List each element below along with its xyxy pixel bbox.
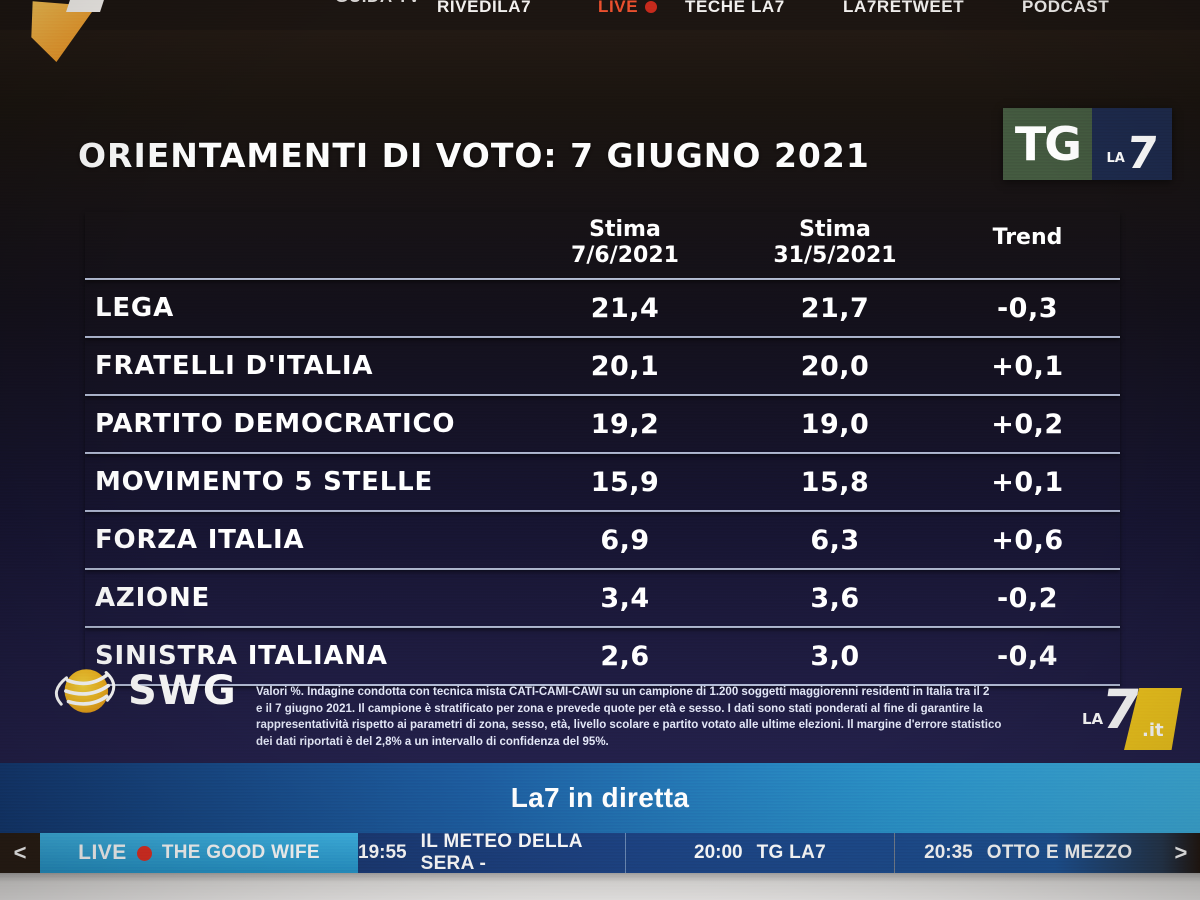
stima-previous-cell: 21,7 [800,292,870,324]
chevron-left-icon: < [13,840,27,865]
la7-watermark-la: LA [1082,710,1104,728]
poll-graphic: ORIENTAMENTI DI VOTO: 7 GIUGNO 2021 TG L… [0,30,1200,763]
header-stima-current: Stima 7/6/2021 [515,217,735,274]
chevron-right-icon: > [1174,840,1188,865]
tg-logo-green-box: TG [1003,108,1092,180]
party-name-cell: FRATELLI D'ITALIA [95,351,374,381]
table-row: FORZA ITALIA 6,9 6,3 +0,6 [85,512,1120,570]
tg-la7-logo: TG LA 7 [1003,108,1172,180]
nav-item-guida-tv[interactable]: GUIDA TV [335,0,420,7]
live-record-dot-icon [136,845,152,861]
program-title: OTTO E MEZZO [986,842,1133,863]
header-stima-current-line2: 7/6/2021 [571,243,679,268]
party-name-cell: SINISTRA ITALIANA [95,641,388,671]
nav-live-label: LIVE [598,0,639,16]
tg-logo-la7-box: LA 7 [1092,108,1172,180]
graphic-title: ORIENTAMENTI DI VOTO: 7 GIUGNO 2021 [78,136,870,175]
poll-table: Stima 7/6/2021 Stima 31/5/2021 Trend LEG… [85,212,1120,686]
live-badge: LIVE [78,841,127,864]
la7-site-logo[interactable] [22,0,104,64]
live-dot-icon [645,1,658,13]
disclaimer-line: rappresentatività rispetto ai parametri … [256,719,1002,731]
table-row: FRATELLI D'ITALIA 20,1 20,0 +0,1 [85,338,1120,396]
schedule-live-item[interactable]: LIVE THE GOOD WIFE [40,833,358,873]
schedule-item-otto-e-mezzo[interactable]: 20:35 OTTO E MEZZO [893,833,1162,873]
swg-logo: SWG [52,658,237,724]
table-row: LEGA 21,4 21,7 -0,3 [85,280,1120,338]
disclaimer-line: dei dati riportati è del 2,8% a un inter… [256,735,609,748]
party-name-cell: PARTITO DEMOCRATICO [95,409,456,439]
nav-item-la7retweet[interactable]: LA7RETWEET [843,0,965,16]
stima-previous-cell: 3,0 [810,640,860,672]
trend-cell: +0,1 [991,466,1064,498]
swg-globe-icon [54,669,116,713]
party-name-cell: FORZA ITALIA [95,525,305,555]
program-time: 20:35 [924,842,973,863]
trend-cell: +0,2 [991,408,1064,440]
trend-cell: +0,1 [991,350,1064,382]
table-row: MOVIMENTO 5 STELLE 15,9 15,8 +0,1 [85,454,1120,512]
top-navigation: GUIDA TV RIVEDILA7 LIVE TECHE LA7 LA7RET… [0,0,1200,30]
header-stima-previous-line1: Stima [799,216,871,242]
party-name-cell: MOVIMENTO 5 STELLE [95,467,434,497]
program-time: 19:55 [358,842,407,863]
poll-table-header: Stima 7/6/2021 Stima 31/5/2021 Trend [85,212,1120,280]
swg-wordmark: SWG [128,668,237,714]
program-title: IL METEO DELLA SERA - [420,831,583,874]
stima-current-cell: 20,1 [590,350,660,382]
header-stima-current-line1: Stima [589,216,661,242]
nav-item-rivedila7[interactable]: RIVEDILA7 [437,0,532,16]
table-row: AZIONE 3,4 3,6 -0,2 [85,570,1120,628]
program-title: TG LA7 [756,842,826,863]
la7-watermark-it: .it [1142,720,1164,741]
schedule-next-button[interactable]: > [1161,833,1200,873]
stima-previous-cell: 20,0 [800,350,870,382]
header-trend-label: Trend [992,224,1063,250]
graphic-footer: SWG Valori %. Indagine condotta con tecn… [0,642,1200,752]
party-name-cell: AZIONE [95,583,211,613]
la7-diretta-banner[interactable]: La7 in diretta [0,763,1200,833]
stima-previous-cell: 15,8 [800,466,870,498]
program-time: 20:00 [694,842,743,863]
schedule-bar: < LIVE THE GOOD WIFE 19:55 IL METEO DELL… [0,831,1200,874]
disclaimer-line: e il 7 giugno 2021. Il campione è strati… [256,702,983,715]
schedule-item-meteo[interactable]: 19:55 IL METEO DELLA SERA - [358,831,626,874]
stima-current-cell: 6,9 [600,524,650,556]
live-program-title: THE GOOD WIFE [161,842,320,863]
stima-current-cell: 15,9 [590,466,660,498]
nav-item-teche-la7[interactable]: TECHE LA7 [685,0,785,16]
trend-cell: +0,6 [991,524,1064,556]
trend-cell: -0,4 [996,640,1059,672]
stima-previous-cell: 19,0 [800,408,870,440]
tg-logo-la: LA [1106,151,1125,166]
header-stima-previous: Stima 31/5/2021 [735,217,935,274]
stima-current-cell: 2,6 [600,640,650,672]
schedule-item-tg-la7[interactable]: 20:00 TG LA7 [625,833,894,873]
stima-previous-cell: 6,3 [810,524,860,556]
la7-diretta-banner-label: La7 in diretta [510,782,690,813]
table-row: PARTITO DEMOCRATICO 19,2 19,0 +0,2 [85,396,1120,454]
la7-flag-tip-icon [66,0,104,12]
trend-cell: -0,3 [996,292,1059,324]
stima-current-cell: 3,4 [600,582,650,614]
tg-logo-seven: 7 [1124,127,1161,179]
header-trend: Trend [935,225,1120,265]
schedule-prev-button[interactable]: < [0,833,40,873]
methodology-disclaimer: Valori %. Indagine condotta con tecnica … [256,684,1108,750]
header-party-column [85,243,515,247]
stima-current-cell: 21,4 [590,292,660,324]
party-name-cell: LEGA [95,293,174,323]
stima-current-cell: 19,2 [590,408,660,440]
trend-cell: -0,2 [996,582,1059,614]
header-stima-previous-line2: 31/5/2021 [773,243,897,268]
stima-previous-cell: 3,6 [810,582,860,614]
disclaimer-line: Valori %. Indagine condotta con tecnica … [256,686,990,698]
table-row: SINISTRA ITALIANA 2,6 3,0 -0,4 [85,628,1120,686]
nav-item-podcast[interactable]: PODCAST [1022,0,1110,16]
la7-it-watermark: LA 7 .it [1082,678,1188,760]
nav-item-live[interactable]: LIVE [598,0,658,17]
page-background [0,873,1200,900]
